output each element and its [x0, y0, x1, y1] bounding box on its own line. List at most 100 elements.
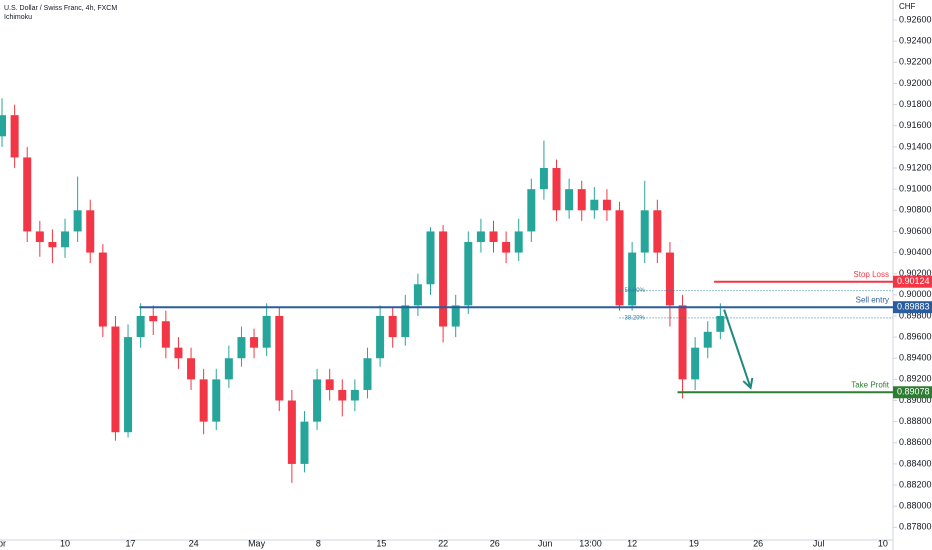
candle-body: [628, 252, 637, 306]
candle-body: [23, 157, 32, 232]
candle-body: [376, 315, 385, 359]
candle-body: [401, 305, 410, 338]
fib-label: 38.20%: [625, 315, 646, 321]
y-tick-label: 0.89400: [899, 353, 932, 363]
price-tag: [893, 301, 932, 314]
candle-body: [0, 115, 7, 137]
y-tick-label: 0.90600: [899, 226, 932, 236]
x-tick-label: 26: [490, 538, 500, 548]
candle-body: [287, 400, 296, 464]
candle-body: [678, 305, 687, 380]
candle-body: [350, 389, 359, 401]
y-tick-label: 0.89200: [899, 374, 932, 384]
x-tick-label: 8: [316, 538, 321, 548]
x-tick-label: 24: [189, 538, 199, 548]
y-tick-label: 0.92200: [899, 57, 932, 67]
candle-body: [464, 241, 473, 306]
candle-body: [199, 379, 208, 422]
price-tag-label: 0.90124: [897, 276, 930, 286]
candle-body: [539, 168, 548, 190]
candle-body: [388, 315, 397, 338]
x-tick-label: May: [248, 538, 266, 548]
candle-body: [363, 358, 372, 390]
y-tick-label: 0.90400: [899, 247, 932, 257]
candle-body: [577, 189, 586, 211]
y-tick-label: 0.88600: [899, 437, 932, 447]
x-tick-label: 13:00: [579, 538, 602, 548]
candle-body: [451, 305, 460, 327]
y-tick-label: 0.91400: [899, 141, 932, 151]
candle-body: [86, 210, 95, 253]
candle-body: [527, 189, 536, 232]
y-tick-label: 0.90800: [899, 205, 932, 215]
x-tick-label: 12: [627, 538, 637, 548]
candle-body: [174, 347, 183, 359]
arrow-shaft: [723, 309, 752, 389]
y-tick-label: 0.92400: [899, 36, 932, 46]
fib-label: 50.00%: [625, 288, 646, 294]
candle-body: [338, 389, 347, 401]
candle-body: [61, 231, 70, 248]
y-tick-label: 0.92600: [899, 14, 932, 24]
level-label: Stop Loss: [853, 270, 889, 279]
price-tag-label: 0.89078: [897, 387, 930, 397]
price-tag: [893, 275, 932, 288]
candle-body: [325, 379, 334, 390]
candle-body: [602, 199, 611, 211]
indicator-name: Ichimoku: [4, 14, 32, 21]
candle-body: [514, 231, 523, 253]
arrow-head: [742, 377, 754, 390]
y-tick-label: 0.89800: [899, 310, 932, 320]
candle-body: [703, 331, 712, 348]
candle-body: [262, 315, 271, 348]
x-tick-label: 17: [126, 538, 136, 548]
candle-body: [161, 321, 170, 348]
candle-body: [653, 210, 662, 253]
y-tick-label: 0.90200: [899, 268, 932, 278]
y-tick-label: 0.91200: [899, 162, 932, 172]
candle-body: [489, 231, 498, 242]
candle-body: [224, 358, 233, 380]
candle-body: [136, 315, 145, 338]
y-tick-label: 0.88400: [899, 458, 932, 468]
y-tick-label: 0.91600: [899, 120, 932, 130]
candle-body: [212, 379, 221, 422]
candle-body: [565, 189, 574, 211]
candle-body: [48, 241, 57, 248]
candle-body: [665, 252, 674, 306]
x-tick-label: 10: [878, 538, 888, 548]
candle-body: [590, 199, 599, 211]
y-tick-label: 0.88200: [899, 479, 932, 489]
x-tick-label: 15: [376, 538, 386, 548]
candle-body: [313, 379, 322, 422]
candle-body: [615, 210, 624, 306]
candle-body: [476, 231, 485, 242]
chart-title: U.S. Dollar / Swiss Franc, 4h, FXCM: [4, 5, 117, 12]
candle-body: [250, 337, 259, 348]
y-tick-label: 0.89000: [899, 395, 932, 405]
candle-body: [413, 284, 422, 306]
candle-body: [98, 252, 107, 327]
candle-body: [149, 315, 158, 322]
candle-body: [426, 231, 435, 285]
candle-body: [187, 358, 196, 380]
y-axis-label: CHF: [899, 2, 916, 11]
y-tick-label: 0.88000: [899, 501, 932, 511]
y-tick-label: 0.91000: [899, 184, 932, 194]
x-tick-label: 19: [689, 538, 699, 548]
x-tick-label: 22: [438, 538, 448, 548]
y-tick-label: 0.90000: [899, 289, 932, 299]
candle-body: [502, 241, 511, 253]
y-tick-label: 0.89600: [899, 331, 932, 341]
candle-body: [439, 231, 448, 327]
x-tick-label: 10: [60, 538, 70, 548]
candle-body: [237, 337, 246, 359]
candle-body: [124, 337, 133, 433]
price-tag: [893, 386, 932, 399]
y-tick-label: 0.92000: [899, 78, 932, 88]
x-tick-label: Jul: [813, 538, 825, 548]
y-tick-label: 0.88800: [899, 416, 932, 426]
y-tick-label: 0.87800: [899, 522, 932, 532]
level-label: Take Profit: [851, 380, 890, 389]
